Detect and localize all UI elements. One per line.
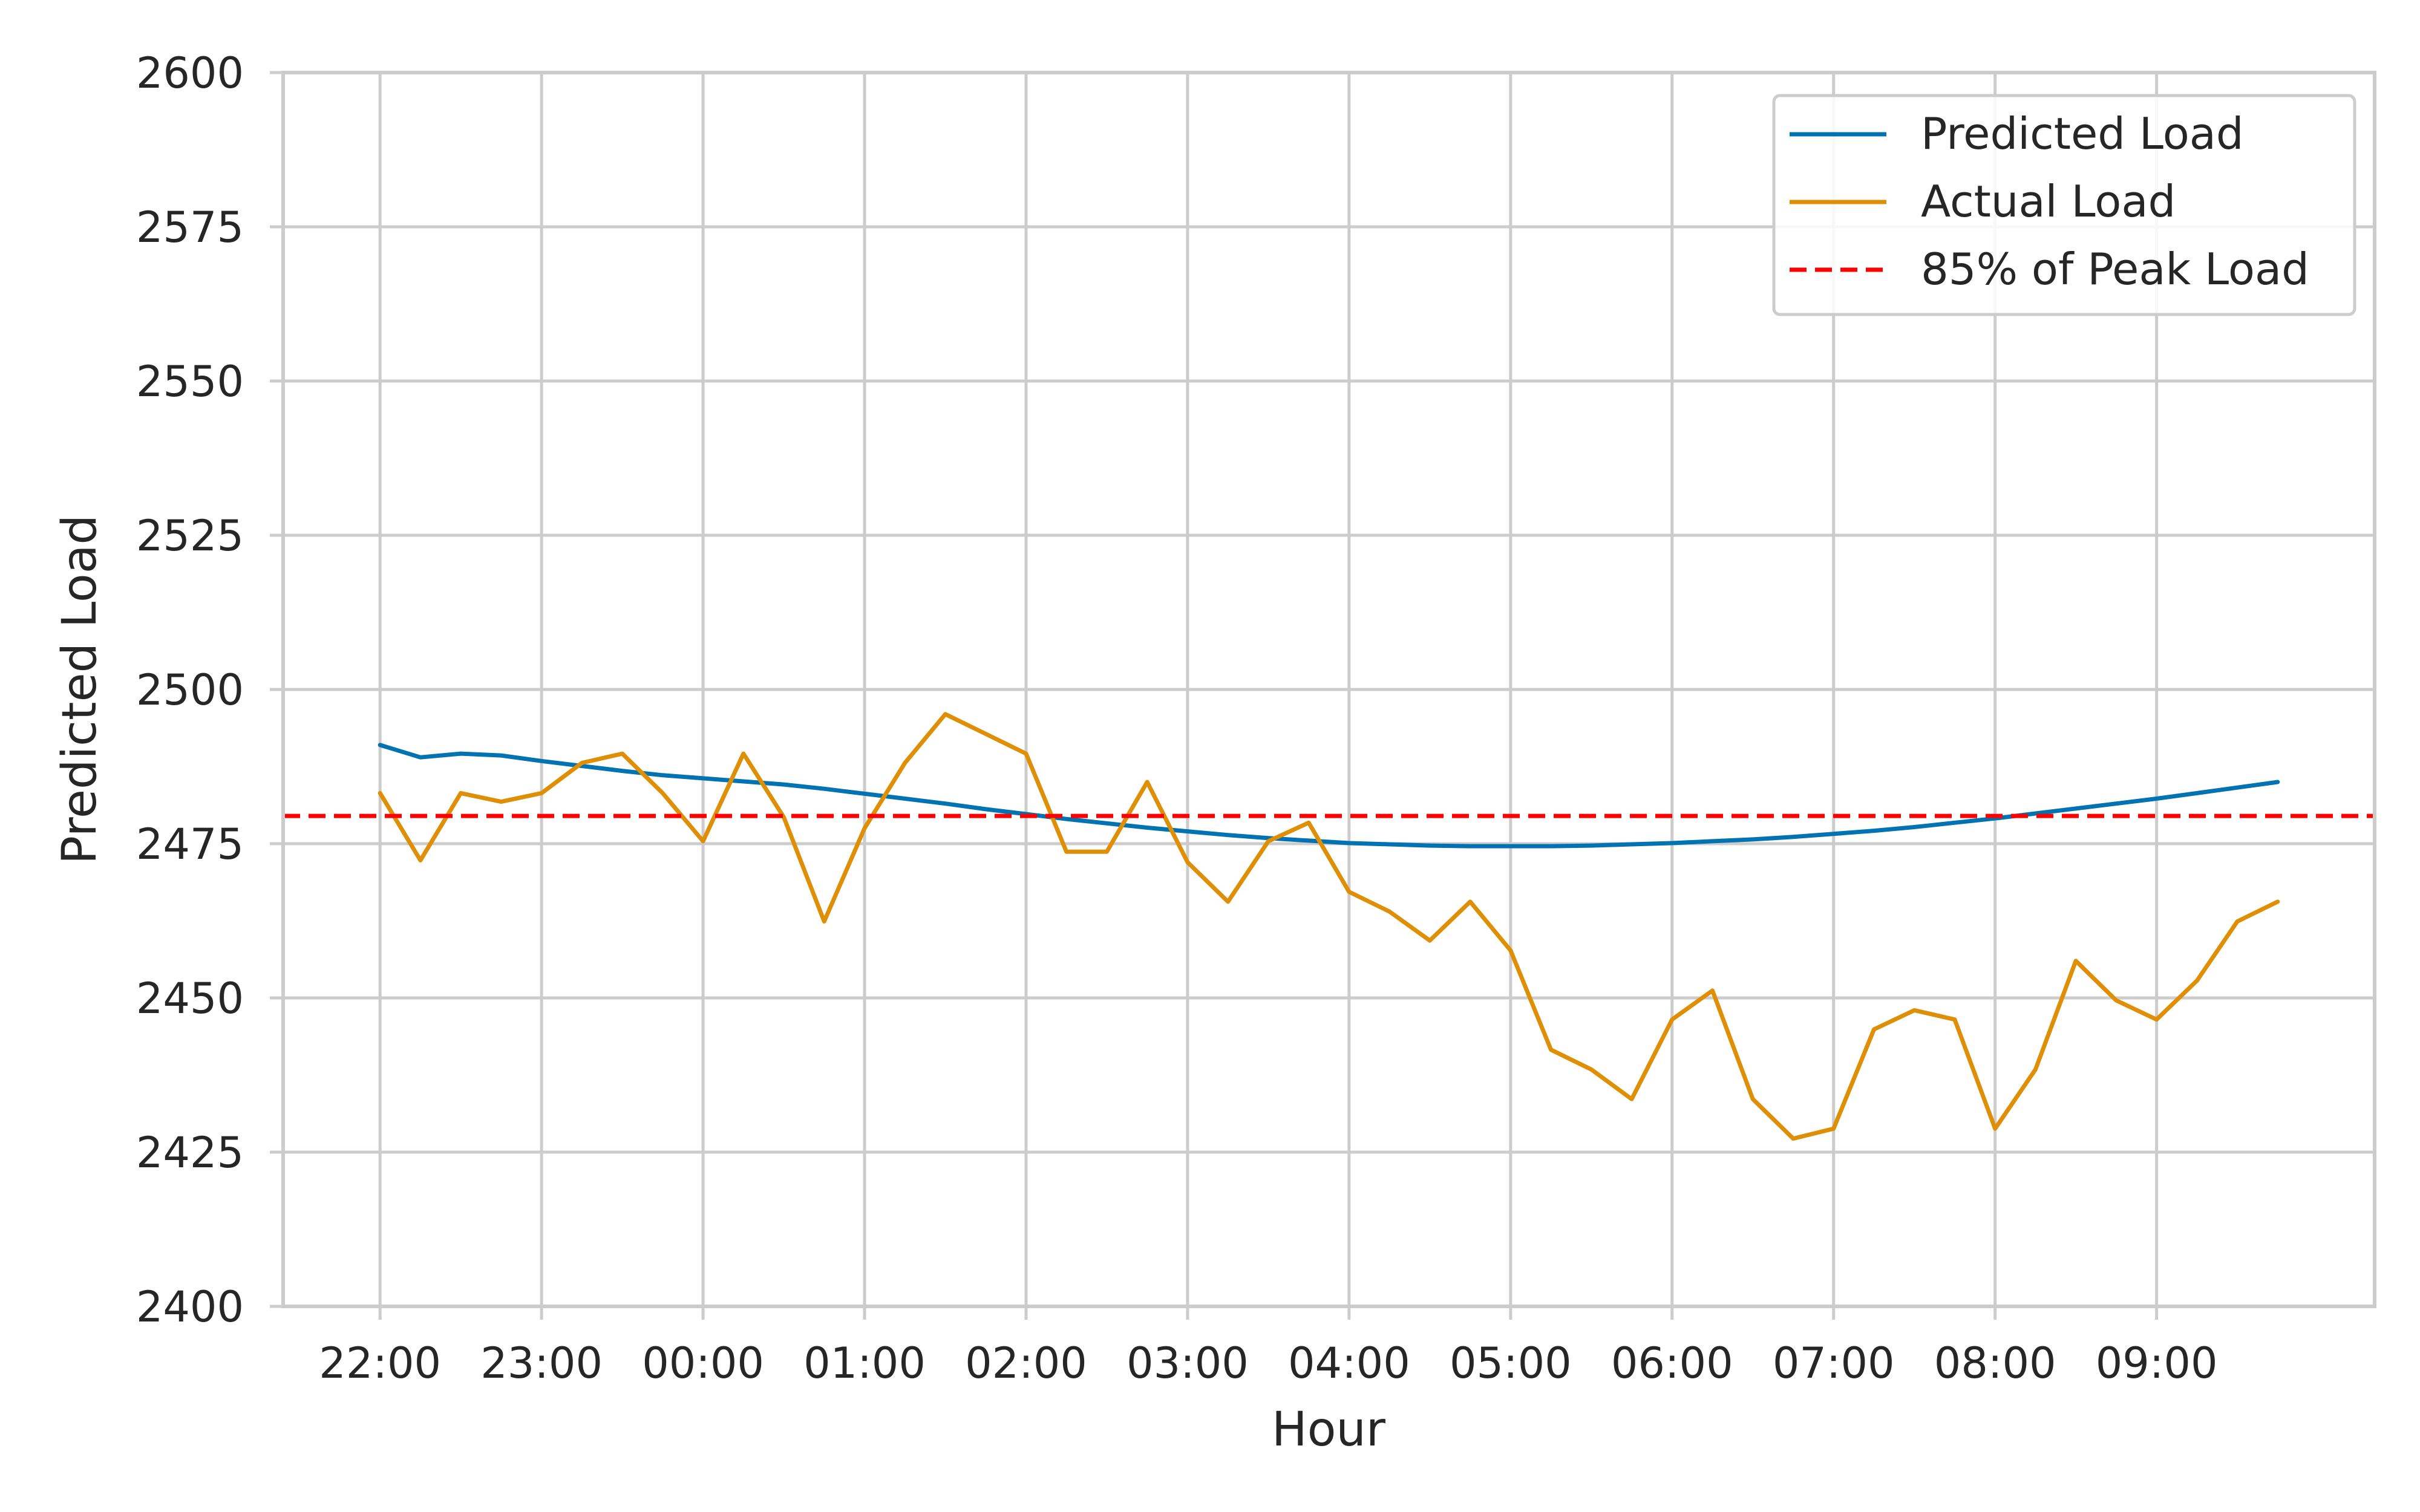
series-line-actual-load <box>378 712 2280 1141</box>
y-tick-label: 2475 <box>136 820 244 869</box>
x-tick-label: 08:00 <box>1934 1338 2056 1388</box>
x-tick-label: 06:00 <box>1611 1338 1733 1388</box>
legend-label-predicted-load: Predicted Load <box>1921 108 2244 159</box>
y-tick-label: 2550 <box>136 357 244 406</box>
legend-box <box>1772 94 2356 316</box>
y-tick-label: 2600 <box>136 48 244 98</box>
x-tick-label: 03:00 <box>1127 1338 1249 1388</box>
x-axis-label: Hour <box>1272 1403 1386 1457</box>
legend-label-peak-threshold: 85% of Peak Load <box>1921 244 2309 295</box>
x-tick-label: 04:00 <box>1288 1338 1410 1388</box>
x-tick-label: 09:00 <box>2096 1338 2218 1388</box>
y-axis-label: Predicted Load <box>53 515 107 864</box>
x-tick-label: 07:00 <box>1773 1338 1895 1388</box>
y-tick-label: 2400 <box>136 1282 244 1332</box>
plot-lines <box>283 712 2375 1141</box>
series-line-predicted-load <box>378 743 2280 849</box>
legend-label-actual-load: Actual Load <box>1921 176 2176 227</box>
y-tick-label: 2425 <box>136 1128 244 1178</box>
y-tick-label: 2575 <box>136 203 244 252</box>
legend: Predicted Load Actual Load 85% of Peak L… <box>1772 94 2356 316</box>
x-tick-label: 05:00 <box>1450 1338 1572 1388</box>
axis-ticks: 2400 2425 2450 2475 2500 2525 2550 2575 2600 22:0… <box>136 48 2218 1388</box>
y-tick-label: 2525 <box>136 511 244 561</box>
x-tick-label: 23:00 <box>480 1338 603 1388</box>
x-tick-label: 02:00 <box>965 1338 1087 1388</box>
x-tick-label: 00:00 <box>642 1338 764 1388</box>
y-tick-label: 2500 <box>136 665 244 715</box>
y-tick-label: 2450 <box>136 974 244 1023</box>
x-tick-label: 22:00 <box>319 1338 441 1388</box>
x-tick-label: 01:00 <box>803 1338 926 1388</box>
